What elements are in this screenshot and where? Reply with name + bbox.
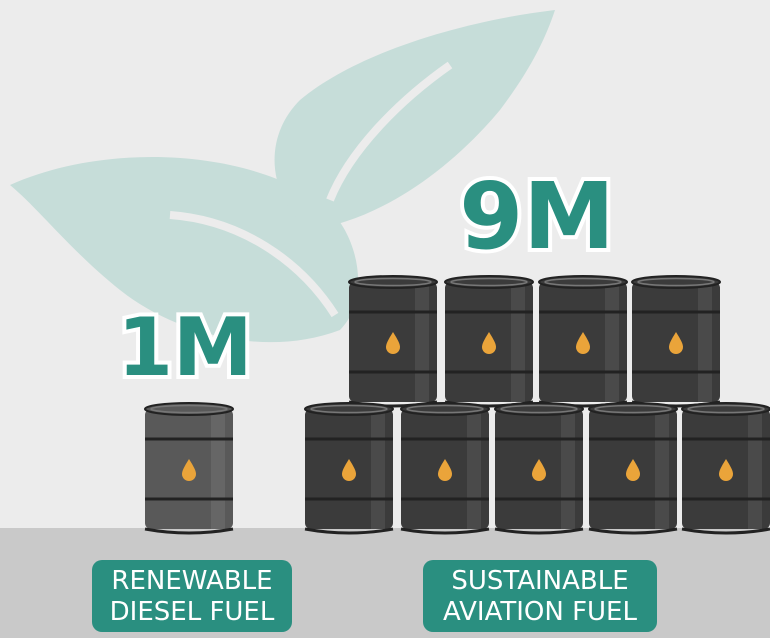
value-label: 9M <box>459 163 615 270</box>
label-line: DIESEL FUEL <box>110 597 275 627</box>
value-label: 1M <box>117 301 252 394</box>
leaf-vein <box>169 211 339 318</box>
label-box <box>92 560 292 632</box>
label-line: SUSTAINABLE <box>451 566 628 596</box>
label-line: RENEWABLE <box>111 566 272 596</box>
label-line: AVIATION FUEL <box>443 597 637 627</box>
label-box <box>423 560 657 632</box>
leaf-vein <box>326 61 453 202</box>
barrel <box>143 401 235 535</box>
